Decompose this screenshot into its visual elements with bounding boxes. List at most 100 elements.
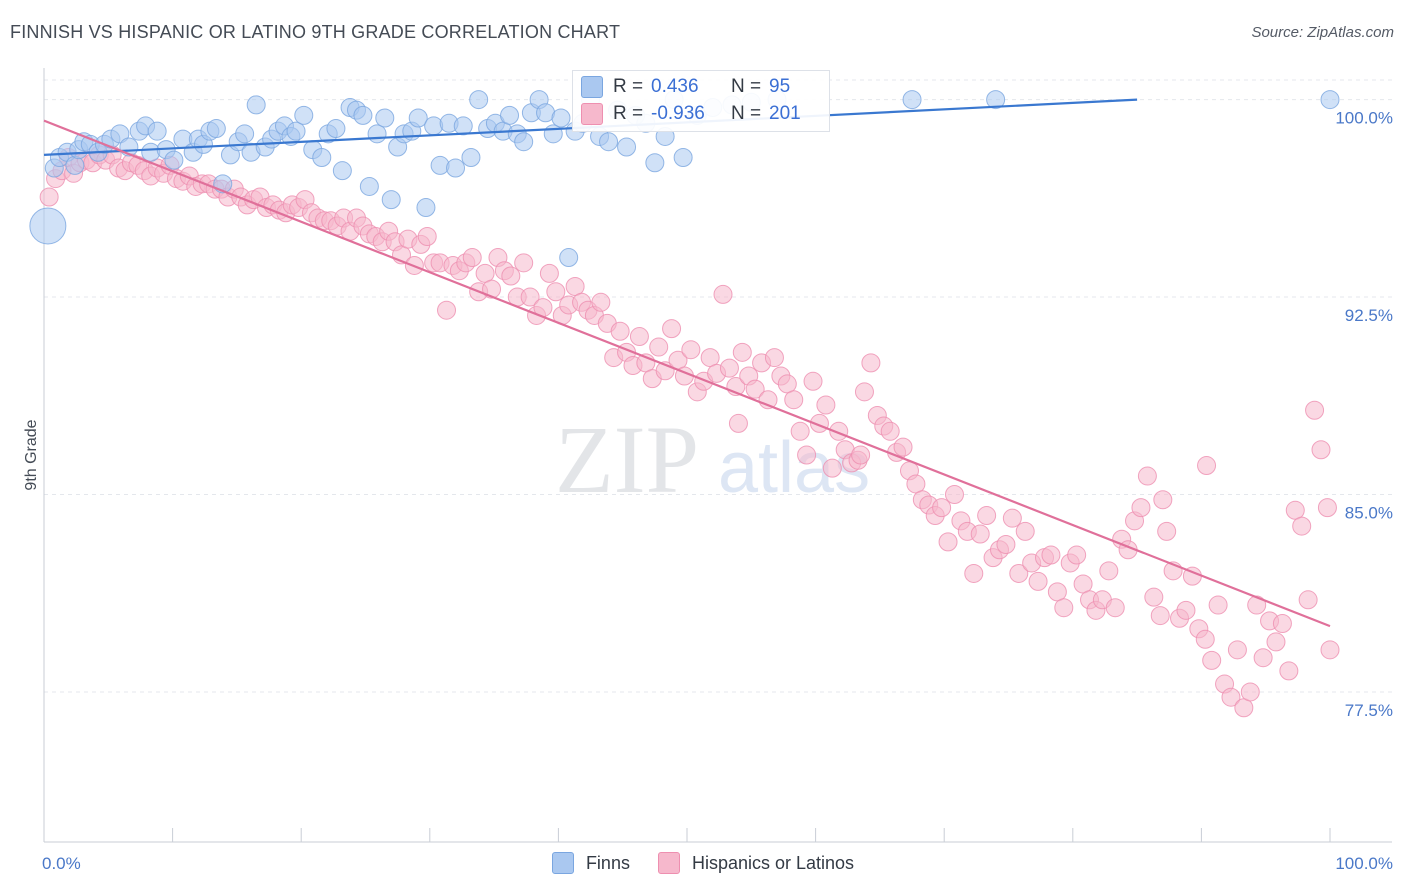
- y-tick-label: 77.5%: [1345, 701, 1393, 720]
- hispanics-point: [1137, 466, 1157, 486]
- hispanics-point: [1240, 682, 1260, 702]
- hispanics-point: [462, 248, 482, 268]
- hispanics-point: [797, 445, 817, 465]
- legend-label-finns: Finns: [585, 852, 630, 873]
- finns-point: [164, 150, 184, 170]
- finns-point: [500, 105, 520, 125]
- hispanics-point: [649, 337, 669, 357]
- x-tick-label: 100.0%: [1335, 854, 1393, 873]
- finns-point: [551, 108, 571, 128]
- hispanics-point: [732, 342, 752, 362]
- finns-point: [147, 121, 167, 141]
- legend-item-finns[interactable]: Finns: [551, 852, 630, 874]
- watermark-zip: ZIP: [555, 406, 699, 513]
- hispanics-point: [893, 437, 913, 457]
- y-tick-label: 85.0%: [1345, 503, 1393, 522]
- finns-point: [110, 124, 130, 144]
- hispanics-point: [662, 319, 682, 339]
- hispanics-point: [539, 263, 559, 283]
- finns-point: [408, 108, 428, 128]
- finns-point: [424, 116, 444, 136]
- hispanics-point: [964, 563, 984, 583]
- hispanics-point: [932, 498, 952, 518]
- finns-point: [617, 137, 637, 157]
- hispanics-point: [1157, 521, 1177, 541]
- y-axis-label: 9th Grade: [23, 419, 40, 490]
- finns-point: [559, 248, 579, 268]
- finns-point: [1320, 90, 1340, 110]
- finns-point: [294, 105, 314, 125]
- hispanics-point: [1202, 650, 1222, 670]
- finns-point: [312, 148, 332, 168]
- hispanics-point: [1227, 640, 1247, 660]
- hispanics-point: [784, 390, 804, 410]
- hispanics-point: [681, 340, 701, 360]
- r-label: R =: [613, 103, 644, 124]
- finns-point: [381, 190, 401, 210]
- finns-point: [246, 95, 266, 115]
- hispanics-point: [1292, 516, 1312, 536]
- finns-point: [599, 132, 619, 152]
- hispanics-point: [1247, 595, 1267, 615]
- hispanics-point: [629, 327, 649, 347]
- hispanics-point: [39, 187, 59, 207]
- stats-legend: R = 0.436 N = 95 R = -0.936 N = 201: [572, 70, 830, 132]
- tick-labels: 100.0% 92.5% 85.0% 77.5% 0.0% 100.0%: [42, 109, 1393, 873]
- n-value: 201: [769, 103, 801, 124]
- finns-point: [543, 124, 563, 144]
- hispanics-point: [854, 382, 874, 402]
- hispanics-point: [970, 524, 990, 544]
- hispanics-point: [861, 353, 881, 373]
- finns-point: [29, 207, 67, 245]
- hispanics-point: [803, 371, 823, 391]
- hispanics-point: [1054, 598, 1074, 618]
- hispanics-point: [822, 458, 842, 478]
- finns-point: [353, 105, 373, 125]
- finns-point: [65, 155, 85, 175]
- hispanics-point: [816, 395, 836, 415]
- finns-point: [206, 119, 226, 139]
- finns-point: [332, 161, 352, 181]
- series-hispanics-points: [39, 145, 1340, 718]
- hispanics-point: [1099, 561, 1119, 581]
- finns-point: [141, 142, 161, 162]
- finns-point: [469, 90, 489, 110]
- legend-row-hispanics: R = -0.936 N = 201: [581, 101, 801, 127]
- hispanics-point: [1015, 521, 1035, 541]
- legend-item-hispanics[interactable]: Hispanics or Latinos: [657, 852, 855, 874]
- hispanics-point: [610, 321, 630, 341]
- hispanics-point: [1253, 648, 1273, 668]
- n-label: N =: [731, 103, 762, 124]
- finns-point: [367, 124, 387, 144]
- hispanics-point: [514, 253, 534, 273]
- n-label: N =: [731, 76, 762, 97]
- finns-point: [453, 116, 473, 136]
- hispanics-point: [1279, 661, 1299, 681]
- hispanics-point: [520, 287, 540, 307]
- n-value: 95: [769, 76, 791, 97]
- finns-point: [416, 198, 436, 218]
- hispanics-point: [1041, 545, 1061, 565]
- finns-point: [986, 90, 1006, 110]
- legend-label-hispanics: Hispanics or Latinos: [691, 852, 855, 873]
- hispanics-point: [1197, 456, 1217, 476]
- hispanics-point: [546, 282, 566, 302]
- finns-point: [430, 155, 450, 175]
- finns-point: [359, 176, 379, 196]
- r-value: -0.936: [651, 103, 705, 124]
- hispanics-point: [719, 358, 739, 378]
- source-label[interactable]: Source: ZipAtlas.com: [1251, 24, 1394, 41]
- hispanics-point: [851, 445, 871, 465]
- hispanics-point: [437, 300, 457, 320]
- hispanics-point: [1009, 563, 1029, 583]
- y-tick-label: 92.5%: [1345, 306, 1393, 325]
- finns-point: [446, 158, 466, 178]
- hispanics-point: [728, 413, 748, 433]
- hispanics-point: [745, 379, 765, 399]
- hispanics-point: [1105, 598, 1125, 618]
- hispanics-point: [1002, 508, 1022, 528]
- hispanics-point: [1221, 687, 1241, 707]
- hispanics-trend-line: [43, 119, 1331, 628]
- r-value: 0.436: [651, 76, 699, 97]
- hispanics-point: [1028, 571, 1048, 591]
